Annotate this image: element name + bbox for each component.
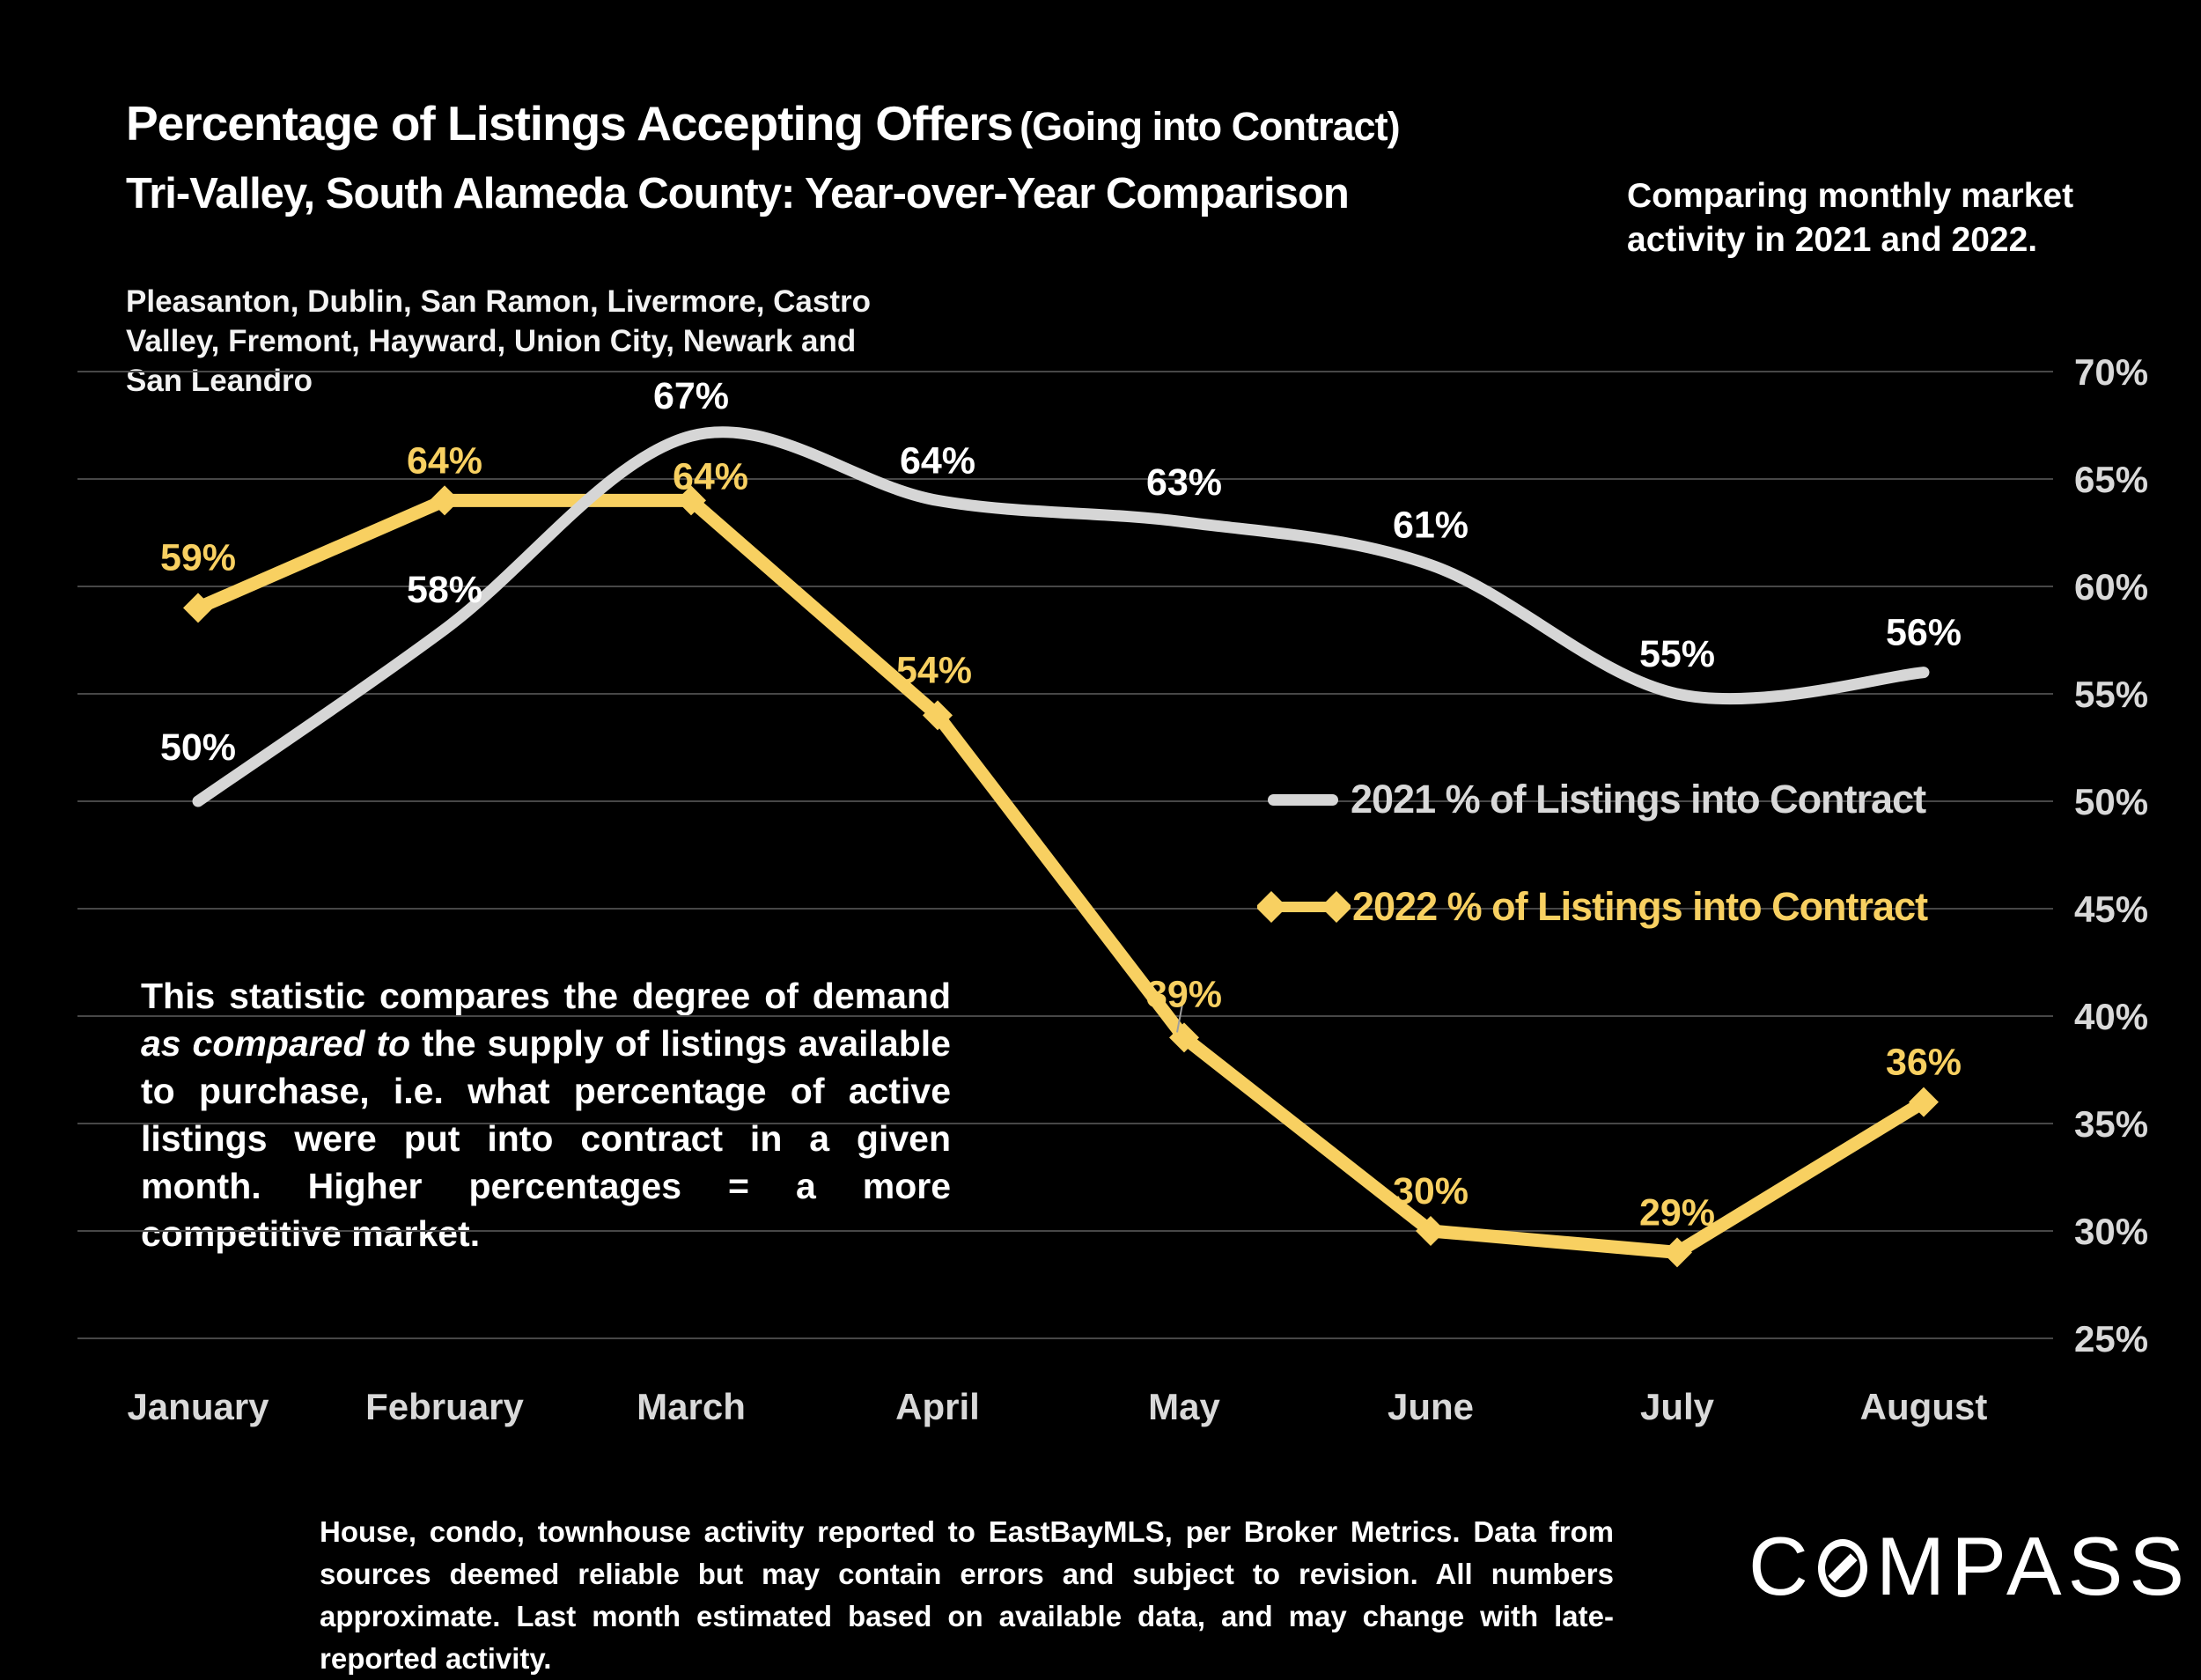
series-2021-line bbox=[192, 426, 1930, 807]
region-note: Pleasanton, Dublin, San Ramon, Livermore… bbox=[126, 284, 872, 398]
y-axis-tick-label: 35% bbox=[2074, 1103, 2148, 1145]
data-label: 30% bbox=[1393, 1170, 1469, 1212]
description-text-after: the supply of listings available to purc… bbox=[141, 1023, 951, 1254]
data-label: 64% bbox=[407, 439, 482, 482]
description-paragraph: This statistic compares the degree of de… bbox=[141, 972, 951, 1257]
chart-legend: 2021 % of Listings into Contract 2022 % … bbox=[1257, 771, 1928, 935]
data-label: 54% bbox=[896, 649, 972, 691]
series-2022-marker bbox=[1416, 1216, 1446, 1246]
logo-o-glyph bbox=[1817, 1539, 1867, 1597]
title-paren-text: (Going into Contract) bbox=[1020, 104, 1400, 149]
data-label: 61% bbox=[1393, 505, 1469, 547]
y-axis-tick-label: 70% bbox=[2074, 351, 2148, 393]
x-axis-month-label: August bbox=[1860, 1386, 1988, 1427]
series-2022-line bbox=[191, 493, 1931, 1259]
title-main-text: Percentage of Listings Accepting Offers bbox=[126, 96, 1013, 151]
logo-letter-pre: C bbox=[1748, 1520, 1815, 1612]
compass-logo: C MPASS bbox=[1748, 1525, 2190, 1608]
series-2022-marker bbox=[923, 700, 953, 731]
data-label: 64% bbox=[900, 439, 975, 482]
series-2022-marker bbox=[1662, 1237, 1692, 1268]
x-axis-month-label: February bbox=[365, 1386, 524, 1427]
activity-note: Comparing monthly market activity in 202… bbox=[1627, 177, 2074, 259]
legend-item-2022: 2022 % of Listings into Contract bbox=[1257, 879, 1928, 935]
legend-item-2021: 2021 % of Listings into Contract bbox=[1257, 771, 1927, 828]
data-label: 64% bbox=[673, 455, 748, 497]
x-axis-month-label: March bbox=[637, 1386, 746, 1427]
data-label: 67% bbox=[653, 375, 729, 417]
series-2022-marker bbox=[1909, 1087, 1939, 1117]
series-2022-marker bbox=[430, 485, 460, 516]
data-label: 50% bbox=[160, 726, 236, 769]
data-label: 29% bbox=[1639, 1191, 1715, 1234]
y-axis-tick-label: 55% bbox=[2074, 674, 2148, 715]
x-axis-month-label: April bbox=[895, 1386, 980, 1427]
y-axis-tick-label: 50% bbox=[2074, 781, 2148, 822]
data-label: 39% bbox=[1146, 973, 1222, 1015]
logo-letters-post: MPASS bbox=[1875, 1520, 2191, 1612]
footer-disclaimer: House, condo, townhouse activity reporte… bbox=[320, 1515, 1614, 1675]
x-axis-month-label: July bbox=[1640, 1386, 1715, 1427]
page-title: Percentage of Listings Accepting Offers … bbox=[126, 95, 1401, 151]
page-subtitle: Tri-Valley, South Alameda County: Year-o… bbox=[126, 170, 1350, 217]
description-text-before: This statistic compares the degree of de… bbox=[141, 976, 951, 1016]
data-label: 59% bbox=[160, 536, 236, 578]
legend-label-2022: 2022 % of Listings into Contract bbox=[1352, 884, 1928, 929]
legend-swatch-2022-line bbox=[1257, 891, 1351, 923]
legend-label-2021: 2021 % of Listings into Contract bbox=[1351, 777, 1926, 822]
x-axis-month-label: January bbox=[127, 1386, 269, 1427]
series-2022-marker bbox=[676, 485, 706, 516]
data-label: 36% bbox=[1886, 1042, 1962, 1084]
x-axis-month-label: June bbox=[1388, 1386, 1474, 1427]
y-axis-tick-label: 45% bbox=[2074, 888, 2148, 930]
series-2022-marker bbox=[183, 593, 213, 623]
data-label: 56% bbox=[1886, 612, 1962, 654]
y-axis-tick-label: 40% bbox=[2074, 996, 2148, 1037]
data-label: 63% bbox=[1146, 461, 1222, 504]
y-axis-tick-label: 60% bbox=[2074, 566, 2148, 608]
label-leader-line bbox=[1176, 1004, 1183, 1033]
y-axis-tick-label: 25% bbox=[2074, 1318, 2148, 1359]
x-axis-month-label: May bbox=[1148, 1386, 1220, 1427]
y-axis-tick-label: 30% bbox=[2074, 1211, 2148, 1252]
legend-swatch-2021-line bbox=[1268, 793, 1338, 806]
data-label: 58% bbox=[407, 569, 482, 611]
data-label: 55% bbox=[1639, 633, 1715, 675]
description-text-italic: as compared to bbox=[141, 1023, 411, 1064]
y-axis-tick-label: 65% bbox=[2074, 459, 2148, 500]
